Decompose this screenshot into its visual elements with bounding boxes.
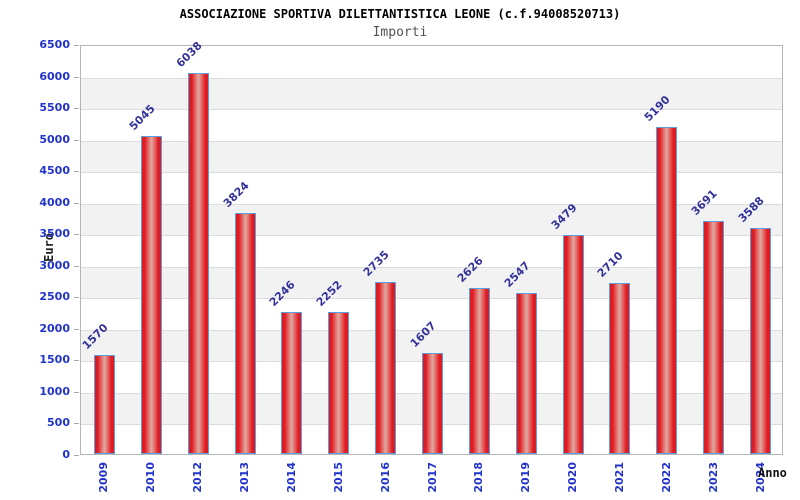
chart-title: ASSOCIAZIONE SPORTIVA DILETTANTISTICA LE… (179, 7, 621, 21)
x-tick-label: 2013 (238, 462, 252, 493)
bar-2014 (281, 312, 303, 454)
plot-area: 1570 5045 6038 3824 2246 2252 2735 1607 2626 2547… (80, 39, 783, 455)
y-tick-label: 6500 (39, 38, 70, 51)
bar-2009 (93, 354, 115, 454)
x-tick-label: 2015 (331, 462, 345, 493)
y-tick-mark (74, 265, 79, 267)
bar-2023 (703, 221, 725, 454)
gridline (81, 109, 782, 111)
bar-2022 (656, 126, 678, 454)
y-tick-label: 5500 (39, 101, 70, 115)
y-tick-mark (74, 455, 79, 456)
bar-2019 (515, 293, 537, 454)
plot-background-band (81, 77, 782, 110)
chart-subtitle: Importi (372, 25, 428, 40)
y-tick-label: 4500 (39, 164, 70, 178)
y-tick-mark (74, 391, 79, 393)
bar-2012 (187, 73, 209, 454)
x-tick-label: 2010 (144, 462, 158, 493)
y-tick-label: 0 (62, 448, 70, 461)
y-tick-label: 4000 (39, 195, 70, 209)
gridline (81, 77, 782, 79)
y-tick-mark (74, 45, 79, 46)
gridline (81, 140, 782, 142)
gridline (81, 266, 782, 268)
y-tick-mark (74, 297, 79, 299)
y-tick-mark (74, 423, 79, 425)
y-tick-label: 500 (47, 416, 70, 430)
y-tick-label: 1000 (39, 384, 70, 398)
x-tick-label: 2018 (472, 462, 486, 493)
x-tick-label: 2016 (378, 462, 392, 493)
gridline (81, 203, 782, 205)
gridline (81, 329, 782, 331)
y-tick-mark (74, 360, 79, 362)
x-tick-label: 2023 (706, 462, 720, 493)
bar-2017 (422, 352, 443, 454)
x-tick-label: 2019 (519, 462, 533, 493)
y-tick-label: 6000 (39, 69, 70, 83)
bar-2021 (609, 283, 631, 454)
y-tick-label: 2500 (39, 290, 70, 304)
y-tick-mark (74, 139, 79, 141)
y-tick-label: 2000 (39, 321, 70, 335)
x-tick-label: 2020 (566, 462, 580, 493)
x-tick-label: 2009 (97, 462, 111, 493)
gridline (81, 172, 782, 174)
y-tick-mark (74, 108, 79, 110)
bar-2015 (328, 311, 350, 454)
y-tick-mark (74, 171, 79, 173)
bar-2010 (140, 135, 162, 454)
x-axis-title: Anno (758, 466, 787, 480)
bar-2016 (375, 281, 397, 454)
x-tick-label: 2012 (191, 462, 205, 493)
gridline (81, 298, 782, 300)
y-tick-mark (74, 76, 79, 78)
y-tick-label: 1500 (39, 353, 70, 367)
gridline (81, 235, 782, 237)
y-tick-label: 3000 (39, 258, 70, 272)
x-tick-label: 2014 (284, 462, 298, 493)
y-tick-mark (74, 202, 79, 204)
y-tick-label: 3500 (39, 227, 70, 241)
bar-2020 (562, 234, 584, 454)
bar-value-label: 6038 (173, 39, 205, 71)
bar-2018 (468, 288, 490, 454)
y-tick-label: 5000 (39, 132, 70, 146)
bar-2024 (750, 227, 772, 454)
y-tick-mark (74, 328, 79, 330)
bar-2013 (234, 212, 256, 454)
x-tick-label: 2022 (659, 462, 673, 493)
x-tick-label: 2017 (425, 462, 439, 493)
y-tick-mark (74, 234, 79, 236)
x-tick-label: 2021 (612, 462, 626, 493)
